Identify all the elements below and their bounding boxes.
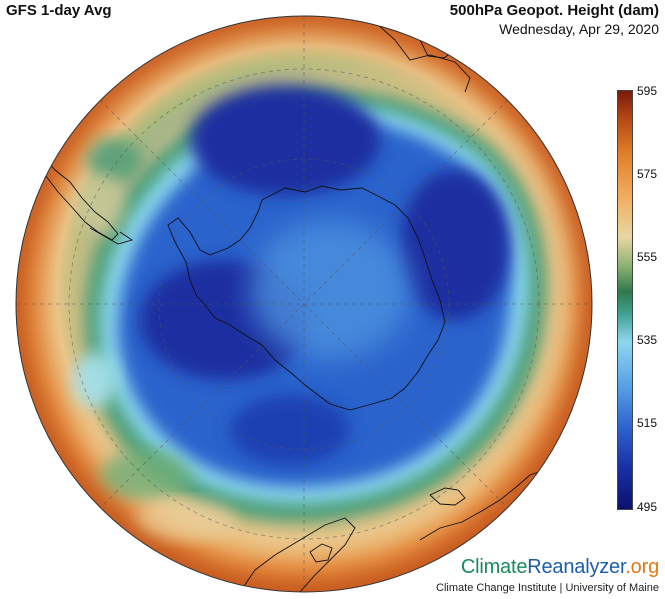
variable-header: 500hPa Geopot. Height (dam) Wednesday, A… [450,2,659,38]
graticule [16,16,592,592]
colorbar-tick-575: 575 [637,167,658,181]
date-label: Wednesday, Apr 29, 2020 [499,21,659,37]
south-america-coastline [21,137,119,241]
credit-line: Climate Change Institute | University of… [436,582,659,594]
colorbar-tick-495: 495 [637,500,658,514]
colorbar-tick-555: 555 [637,250,658,264]
brand-climate: Climate [460,556,528,578]
australia-coastline [419,469,546,541]
brand-org: .org [625,556,659,578]
antarctica-coastline [167,185,446,411]
variable-title: 500hPa Geopot. Height (dam) [449,2,659,19]
upper-right-coastline [374,21,471,93]
colorbar-tick-595: 595 [637,84,658,98]
model-title: GFS 1-day Avg [6,2,112,19]
africa-coastline [239,517,356,592]
colorbar [617,90,633,510]
colorbar-tick-535: 535 [637,333,658,347]
colorbar-tick-515: 515 [637,416,658,430]
brand-reanalyzer: Reanalyzer [527,556,626,578]
globe-outline [15,15,593,593]
brand-logo[interactable]: ClimateReanalyzer.org [461,556,659,579]
